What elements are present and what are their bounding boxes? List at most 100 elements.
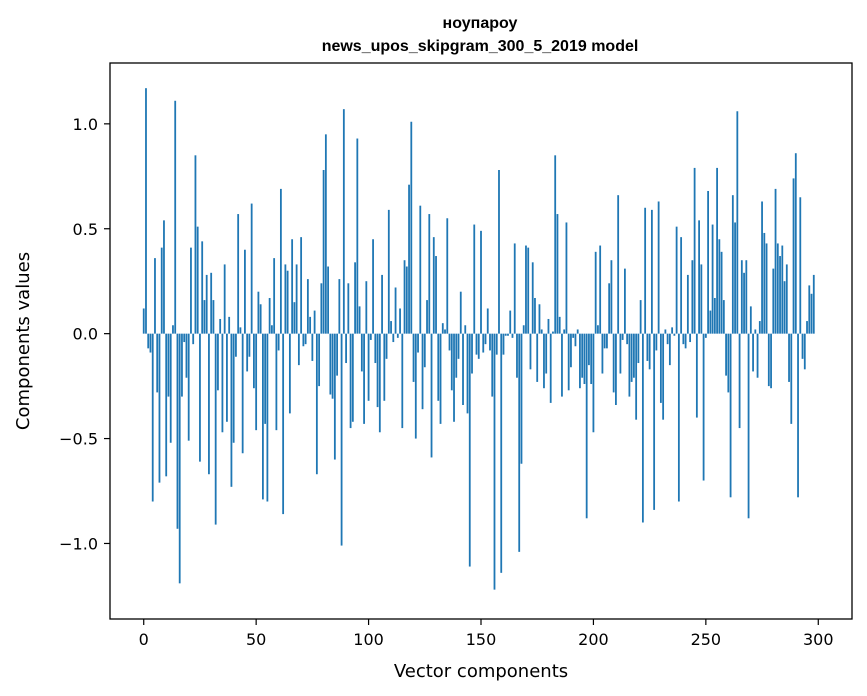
bar-137 — [450, 333, 453, 391]
bar-32 — [214, 333, 217, 525]
bar-231 — [662, 333, 665, 420]
bar-193 — [576, 329, 579, 334]
bar-103 — [374, 333, 377, 364]
bar-128 — [430, 333, 433, 458]
bar-65 — [288, 333, 291, 414]
bar-12 — [169, 333, 172, 443]
bar-46 — [246, 333, 249, 372]
bar-55 — [266, 333, 269, 502]
bar-296 — [808, 285, 811, 334]
bar-267 — [743, 272, 745, 334]
bar-287 — [788, 333, 790, 382]
bar-50 — [255, 333, 258, 431]
bar-192 — [574, 333, 577, 347]
bar-134 — [444, 329, 446, 334]
bar-41 — [235, 333, 237, 357]
bar-78 — [318, 333, 321, 387]
bar-196 — [583, 333, 586, 385]
bar-130 — [435, 256, 437, 334]
bar-206 — [606, 333, 608, 349]
bar-70 — [300, 237, 303, 334]
bar-6 — [156, 333, 159, 393]
bar-191 — [572, 333, 575, 338]
bar-98 — [363, 333, 365, 424]
chart-title: ноупароу — [443, 15, 518, 32]
bar-250 — [704, 333, 707, 338]
bar-278 — [767, 333, 770, 387]
bar-121 — [414, 333, 417, 439]
bar-188 — [565, 222, 568, 334]
bar-76 — [313, 310, 316, 334]
x-tick-label: 0 — [139, 630, 149, 649]
bar-219 — [635, 333, 638, 420]
bar-276 — [763, 232, 766, 334]
bar-87 — [338, 279, 341, 334]
bar-236 — [673, 333, 676, 336]
bar-255 — [716, 167, 718, 334]
bar-126 — [426, 300, 428, 334]
bar-series — [142, 88, 815, 590]
bar-13 — [172, 325, 174, 334]
bar-20 — [187, 333, 190, 441]
bar-72 — [304, 333, 307, 345]
bar-155 — [491, 333, 494, 397]
bar-10 — [165, 333, 168, 477]
bar-37 — [226, 333, 228, 422]
bar-39 — [230, 333, 233, 487]
bar-185 — [558, 316, 561, 334]
bar-280 — [772, 268, 775, 334]
bar-133 — [441, 323, 444, 334]
bar-59 — [275, 333, 278, 431]
bar-29 — [208, 333, 210, 475]
bar-142 — [462, 333, 464, 405]
bar-159 — [500, 333, 503, 573]
bar-114 — [399, 308, 401, 334]
bar-277 — [765, 243, 768, 334]
bar-233 — [666, 333, 669, 345]
bar-234 — [668, 333, 671, 366]
bar-64 — [286, 270, 289, 334]
bar-146 — [471, 333, 473, 374]
bar-223 — [644, 207, 647, 334]
bar-150 — [480, 230, 482, 334]
bar-266 — [740, 260, 743, 334]
bar-2 — [147, 333, 150, 349]
bar-4 — [151, 333, 154, 502]
bar-220 — [637, 333, 640, 364]
bar-283 — [779, 256, 781, 334]
bar-207 — [608, 283, 611, 334]
bar-147 — [473, 224, 476, 334]
x-tick-label: 300 — [803, 630, 834, 649]
bar-34 — [219, 318, 222, 334]
bar-135 — [446, 218, 449, 334]
bar-97 — [360, 333, 363, 372]
bar-274 — [758, 321, 761, 334]
bar-82 — [327, 266, 329, 334]
bar-195 — [581, 333, 584, 378]
bar-168 — [520, 333, 523, 464]
bar-198 — [588, 333, 590, 366]
bar-145 — [468, 333, 471, 567]
bar-86 — [336, 333, 338, 376]
bar-92 — [349, 333, 352, 429]
bar-268 — [745, 260, 748, 334]
bar-252 — [709, 310, 712, 334]
bar-99 — [365, 281, 368, 334]
bar-143 — [464, 325, 467, 334]
bar-115 — [401, 333, 404, 429]
plot-frame — [109, 62, 853, 620]
bar-259 — [725, 333, 727, 376]
bar-31 — [212, 300, 215, 334]
bar-273 — [756, 333, 759, 378]
y-tick-label: −1.0 — [59, 534, 98, 553]
y-tick-label: 1.0 — [73, 115, 98, 134]
bar-285 — [783, 281, 786, 334]
bar-242 — [686, 274, 689, 334]
bar-75 — [311, 333, 314, 361]
x-tick-label: 50 — [246, 630, 266, 649]
bar-69 — [297, 333, 300, 366]
bar-194 — [579, 333, 581, 389]
bar-286 — [785, 264, 788, 334]
bar-263 — [734, 222, 736, 334]
bar-214 — [624, 268, 626, 334]
